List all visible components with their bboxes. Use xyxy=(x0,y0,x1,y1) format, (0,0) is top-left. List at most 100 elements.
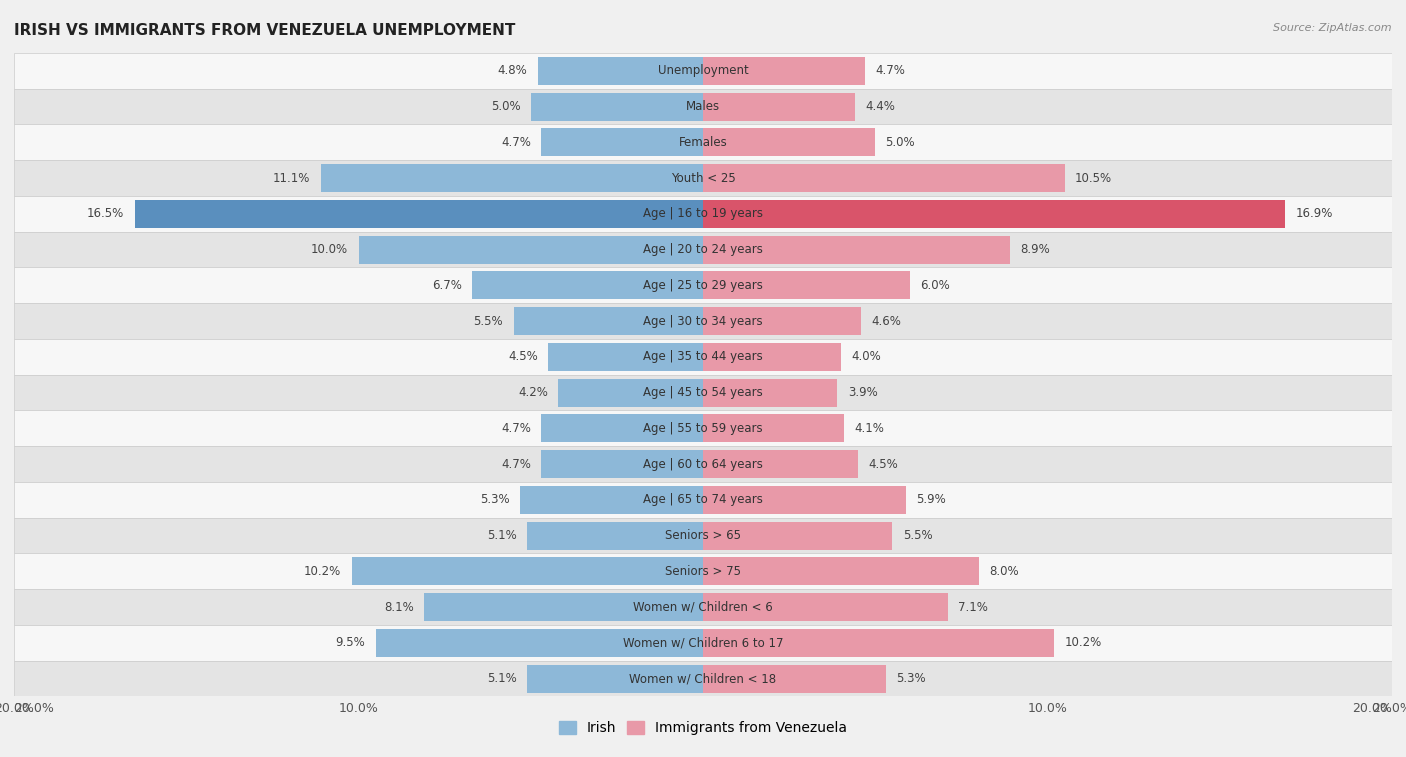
Bar xyxy=(703,629,1054,657)
Bar xyxy=(14,410,1392,446)
Text: 7.1%: 7.1% xyxy=(957,600,988,614)
Bar xyxy=(703,450,858,478)
Bar xyxy=(703,235,1010,263)
Text: 4.5%: 4.5% xyxy=(869,457,898,471)
Bar xyxy=(703,129,875,156)
Bar xyxy=(703,557,979,585)
Text: 10.0%: 10.0% xyxy=(311,243,349,256)
Bar xyxy=(14,482,1392,518)
Text: Seniors > 75: Seniors > 75 xyxy=(665,565,741,578)
Bar xyxy=(703,593,948,621)
Bar xyxy=(703,522,893,550)
Bar xyxy=(321,164,703,192)
Text: 6.7%: 6.7% xyxy=(432,279,461,292)
Bar xyxy=(541,129,703,156)
Text: 4.2%: 4.2% xyxy=(519,386,548,399)
Bar xyxy=(14,232,1392,267)
Text: Age | 55 to 59 years: Age | 55 to 59 years xyxy=(643,422,763,435)
Text: 4.7%: 4.7% xyxy=(501,422,531,435)
Text: IRISH VS IMMIGRANTS FROM VENEZUELA UNEMPLOYMENT: IRISH VS IMMIGRANTS FROM VENEZUELA UNEMP… xyxy=(14,23,516,38)
Bar xyxy=(14,53,1392,89)
Bar xyxy=(425,593,703,621)
Bar xyxy=(703,665,886,693)
Text: 8.9%: 8.9% xyxy=(1019,243,1050,256)
Bar xyxy=(703,486,907,514)
Text: 5.1%: 5.1% xyxy=(488,529,517,542)
Text: Youth < 25: Youth < 25 xyxy=(671,172,735,185)
Text: 5.5%: 5.5% xyxy=(903,529,932,542)
Text: Age | 60 to 64 years: Age | 60 to 64 years xyxy=(643,457,763,471)
Text: Age | 65 to 74 years: Age | 65 to 74 years xyxy=(643,494,763,506)
Bar xyxy=(14,661,1392,696)
Bar xyxy=(703,307,862,335)
Bar xyxy=(531,92,703,120)
Bar xyxy=(703,92,855,120)
Text: 4.1%: 4.1% xyxy=(855,422,884,435)
Text: 8.1%: 8.1% xyxy=(384,600,413,614)
Text: 9.5%: 9.5% xyxy=(336,637,366,650)
Text: 16.9%: 16.9% xyxy=(1295,207,1333,220)
Bar xyxy=(703,164,1064,192)
Bar xyxy=(520,486,703,514)
Bar xyxy=(537,57,703,85)
Bar xyxy=(703,378,838,407)
Bar xyxy=(14,339,1392,375)
Text: 4.8%: 4.8% xyxy=(498,64,527,77)
Bar xyxy=(352,557,703,585)
Text: 5.1%: 5.1% xyxy=(488,672,517,685)
Bar xyxy=(703,414,844,442)
Text: Age | 16 to 19 years: Age | 16 to 19 years xyxy=(643,207,763,220)
Text: Women w/ Children < 6: Women w/ Children < 6 xyxy=(633,600,773,614)
Text: 4.4%: 4.4% xyxy=(865,100,894,113)
Text: 11.1%: 11.1% xyxy=(273,172,311,185)
Bar xyxy=(14,625,1392,661)
Text: 5.3%: 5.3% xyxy=(896,672,925,685)
Text: Seniors > 65: Seniors > 65 xyxy=(665,529,741,542)
Bar xyxy=(472,272,703,299)
Bar xyxy=(703,57,865,85)
Text: 4.0%: 4.0% xyxy=(851,350,882,363)
Bar xyxy=(375,629,703,657)
Bar xyxy=(548,343,703,371)
Text: 4.7%: 4.7% xyxy=(501,136,531,149)
Bar xyxy=(359,235,703,263)
Text: 5.3%: 5.3% xyxy=(481,494,510,506)
Text: Source: ZipAtlas.com: Source: ZipAtlas.com xyxy=(1274,23,1392,33)
Text: 20.0%: 20.0% xyxy=(14,702,53,715)
Bar xyxy=(541,450,703,478)
Bar xyxy=(14,267,1392,304)
Text: Age | 30 to 34 years: Age | 30 to 34 years xyxy=(643,315,763,328)
Bar xyxy=(14,518,1392,553)
Text: 8.0%: 8.0% xyxy=(988,565,1018,578)
Bar xyxy=(541,414,703,442)
Text: 5.5%: 5.5% xyxy=(474,315,503,328)
Bar xyxy=(14,304,1392,339)
Text: 10.2%: 10.2% xyxy=(1064,637,1102,650)
Bar xyxy=(703,343,841,371)
Bar xyxy=(703,200,1285,228)
Text: Women w/ Children < 18: Women w/ Children < 18 xyxy=(630,672,776,685)
Text: 16.5%: 16.5% xyxy=(87,207,124,220)
Bar xyxy=(14,446,1392,482)
Text: Unemployment: Unemployment xyxy=(658,64,748,77)
Text: 4.5%: 4.5% xyxy=(508,350,537,363)
Text: 5.9%: 5.9% xyxy=(917,494,946,506)
Bar xyxy=(14,89,1392,124)
Text: Age | 35 to 44 years: Age | 35 to 44 years xyxy=(643,350,763,363)
Text: 3.9%: 3.9% xyxy=(848,386,877,399)
Text: 6.0%: 6.0% xyxy=(920,279,950,292)
Bar xyxy=(527,665,703,693)
Legend: Irish, Immigrants from Venezuela: Irish, Immigrants from Venezuela xyxy=(554,716,852,741)
Text: Females: Females xyxy=(679,136,727,149)
Text: 10.5%: 10.5% xyxy=(1076,172,1112,185)
Text: 4.7%: 4.7% xyxy=(875,64,905,77)
Text: Women w/ Children 6 to 17: Women w/ Children 6 to 17 xyxy=(623,637,783,650)
Text: 4.6%: 4.6% xyxy=(872,315,901,328)
Bar xyxy=(14,196,1392,232)
Text: 20.0%: 20.0% xyxy=(1353,702,1392,715)
Text: 4.7%: 4.7% xyxy=(501,457,531,471)
Text: 5.0%: 5.0% xyxy=(491,100,520,113)
Bar xyxy=(14,553,1392,589)
Bar xyxy=(14,160,1392,196)
Text: Age | 25 to 29 years: Age | 25 to 29 years xyxy=(643,279,763,292)
